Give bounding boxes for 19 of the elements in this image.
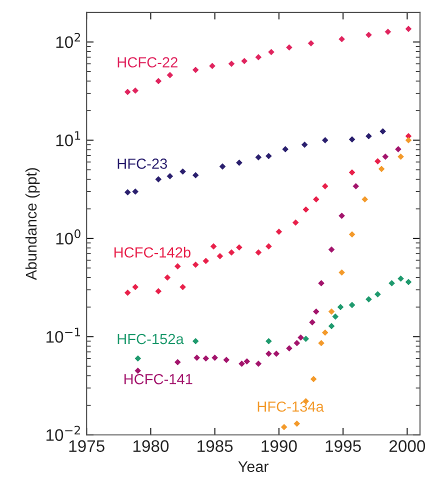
series-label: HFC-23 [118,158,168,169]
y-tick-label: 10$^{−2}$ [46,426,80,441]
series-label: HFC-134a [258,401,324,412]
y-tick-label: 10$^{0}$ [56,229,80,245]
x-tick-label: 1995 [326,440,361,452]
x-tick-label: 2000 [389,440,426,452]
y-tick-label: 10$^{1}$ [56,131,80,146]
series-label: HCFC-142b [114,246,190,258]
x-axis-title: Year [238,461,268,472]
y-tick-label: 10$^{2}$ [56,32,80,48]
x-tick-label: 1985 [198,440,233,452]
series-label: HFC-152a [118,334,184,344]
y-tick-label: 10$^{−1}$ [46,328,80,343]
x-tick-label: 1990 [262,440,297,452]
x-tick-label: 1975 [69,440,104,452]
y-axis-title: Abundance (ppt) [25,168,40,280]
series-label: HCFC-22 [118,57,178,68]
x-tick-label: 1980 [133,440,169,452]
series-label: HCFC-141 [124,374,192,384]
